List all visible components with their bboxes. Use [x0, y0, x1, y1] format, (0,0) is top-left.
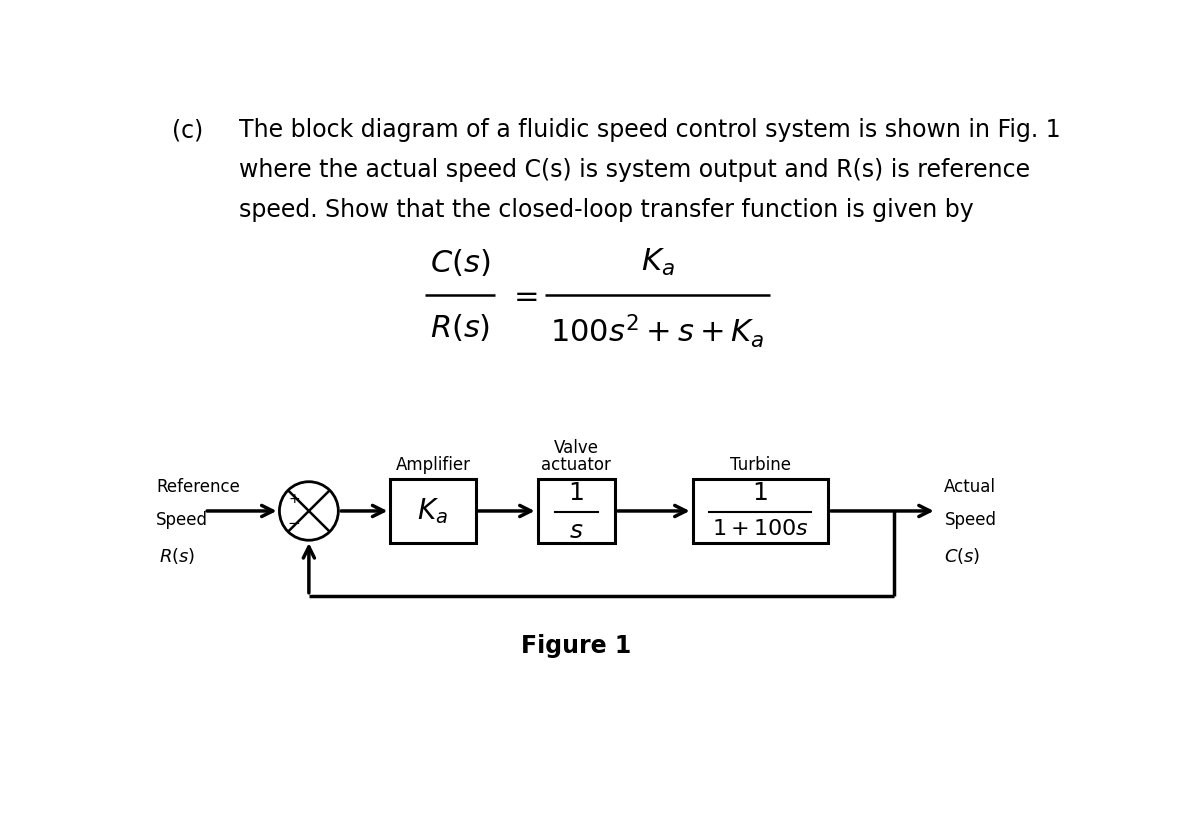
Text: Figure 1: Figure 1	[521, 634, 631, 658]
Text: $K_a$: $K_a$	[641, 247, 674, 278]
Text: $=$: $=$	[509, 281, 539, 310]
Text: speed. Show that the closed-loop transfer function is given by: speed. Show that the closed-loop transfe…	[239, 199, 974, 222]
Bar	[538, 478, 616, 543]
Text: +: +	[288, 492, 300, 505]
Text: The block diagram of a fluidic speed control system is shown in Fig. 1: The block diagram of a fluidic speed con…	[239, 118, 1061, 142]
Text: $1$: $1$	[752, 481, 768, 504]
Text: Speed: Speed	[156, 511, 209, 529]
Text: where the actual speed C(s) is system output and R(s) is reference: where the actual speed C(s) is system ou…	[239, 158, 1031, 183]
Text: $C(s)$: $C(s)$	[944, 546, 980, 566]
Text: Reference: Reference	[156, 478, 240, 495]
Text: $1$: $1$	[569, 481, 584, 504]
Text: Speed: Speed	[944, 511, 996, 529]
Text: $s$: $s$	[569, 519, 583, 543]
Text: Turbine: Turbine	[730, 456, 791, 474]
Text: $R(s)$: $R(s)$	[430, 313, 490, 344]
Bar	[390, 478, 475, 543]
Text: $C(s)$: $C(s)$	[430, 247, 490, 278]
Text: Valve: Valve	[553, 439, 599, 457]
Text: Actual: Actual	[944, 478, 996, 495]
Text: actuator: actuator	[541, 456, 611, 474]
Text: $K_a$: $K_a$	[418, 496, 449, 526]
Text: (c): (c)	[172, 118, 203, 142]
Text: $R(s)$: $R(s)$	[160, 546, 196, 566]
Bar	[692, 478, 828, 543]
Text: Amplifier: Amplifier	[395, 456, 470, 474]
Text: $100s^2+s+K_a$: $100s^2+s+K_a$	[551, 313, 764, 350]
Text: −: −	[288, 515, 300, 530]
Text: $1+100s$: $1+100s$	[712, 519, 809, 539]
